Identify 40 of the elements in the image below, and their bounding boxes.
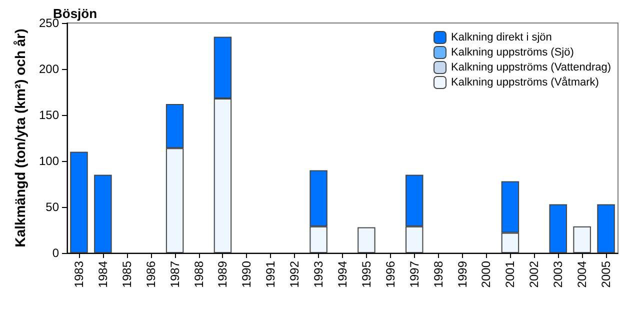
x-tick-label: 1983 — [72, 260, 86, 288]
x-tick-label: 2002 — [527, 260, 542, 288]
x-tick-label: 2005 — [599, 260, 614, 288]
x-tick-label: 2004 — [575, 260, 590, 288]
x-tick-label: 1998 — [431, 260, 446, 288]
chart-title: Bösjön — [53, 6, 98, 21]
x-tick-label: 1992 — [288, 260, 302, 288]
x-tick-label: 1997 — [407, 260, 422, 288]
x-tick-label: 1984 — [96, 260, 110, 288]
legend-label: Kalkning direkt i sjön — [451, 32, 552, 44]
x-tick-label: 1988 — [192, 260, 206, 288]
x-tick-label: 2003 — [551, 260, 566, 288]
bar — [70, 152, 88, 253]
bar — [358, 227, 376, 253]
x-tick-label: 1993 — [312, 260, 326, 288]
x-tick-label: 1996 — [383, 260, 398, 288]
x-tick-label: 1985 — [120, 260, 134, 288]
x-tick-label: 2000 — [479, 260, 494, 288]
x-tick-label: 1994 — [336, 260, 350, 288]
x-tick-label: 1986 — [144, 260, 158, 288]
x-tick-label: 2001 — [503, 260, 518, 288]
y-tick-label: 50 — [46, 200, 60, 214]
y-axis-title: Kalkmängd (ton/yta (km²) och år) — [12, 28, 28, 248]
x-tick-label: 1999 — [455, 260, 470, 288]
y-tick-label: 150 — [38, 108, 60, 122]
bar — [597, 204, 615, 253]
legend-label: Kalkning uppströms (Sjö) — [451, 46, 574, 58]
bar — [549, 204, 567, 253]
legend-label: Kalkning uppströms (Vattendrag) — [451, 62, 612, 74]
y-tick-label: 0 — [52, 246, 60, 260]
bar — [573, 226, 591, 253]
bar — [94, 174, 112, 253]
y-tick-label: 200 — [38, 62, 60, 76]
legend-label: Kalkning uppströms (Våtmark) — [451, 76, 599, 88]
x-tick-label: 1991 — [264, 260, 278, 288]
x-tick-label: 1990 — [240, 260, 254, 288]
x-tick-label: 1989 — [216, 260, 230, 288]
x-tick-label: 1995 — [359, 260, 374, 288]
x-tick-label: 1987 — [168, 260, 182, 288]
y-tick-label: 100 — [38, 154, 60, 168]
